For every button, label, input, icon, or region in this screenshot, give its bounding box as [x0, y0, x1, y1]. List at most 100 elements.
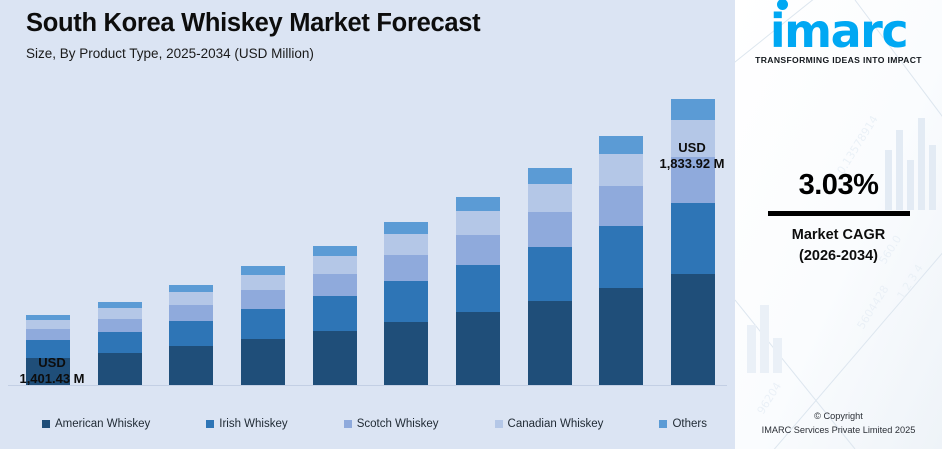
cagr-period: (2026-2034): [799, 247, 878, 264]
bar-slot-2030[interactable]: [372, 70, 440, 386]
legend-label: Canadian Whiskey: [507, 418, 604, 430]
bar-slot-2027[interactable]: [157, 70, 225, 386]
legend-item-american-whiskey[interactable]: American Whiskey: [42, 418, 150, 430]
bar-segment-irish-whiskey[interactable]: [384, 281, 429, 322]
bar-segment-american-whiskey[interactable]: [312, 331, 357, 386]
bar-segment-others[interactable]: [169, 285, 214, 292]
stacked-bar-2031[interactable]: [455, 197, 500, 386]
stacked-bar-2030[interactable]: [384, 222, 429, 386]
cagr-label: Market CAGR: [791, 226, 886, 243]
bar-segment-canadian-whiskey[interactable]: [169, 292, 214, 305]
bar-slot-2032[interactable]: [516, 70, 584, 386]
bar-segment-american-whiskey[interactable]: [670, 274, 715, 386]
bar-segment-irish-whiskey[interactable]: [670, 203, 715, 274]
bar-segment-scotch-whiskey[interactable]: [599, 186, 644, 226]
bar-segment-scotch-whiskey[interactable]: [97, 319, 142, 332]
bar-segment-irish-whiskey[interactable]: [169, 321, 214, 346]
bar-segment-scotch-whiskey[interactable]: [455, 235, 500, 265]
bar-segment-canadian-whiskey[interactable]: [455, 211, 500, 235]
logo-tagline: TRANSFORMING IDEAS INTO IMPACT: [755, 55, 922, 65]
stacked-bar-2032[interactable]: [527, 168, 572, 386]
bar-segment-canadian-whiskey[interactable]: [97, 308, 142, 319]
legend-swatch-icon: [343, 420, 352, 428]
chart-subtitle: Size, By Product Type, 2025-2034 (USD Mi…: [26, 45, 314, 61]
legend-label: American Whiskey: [55, 418, 151, 430]
chart-legend: American Whiskey Irish Whiskey Scotch Whis…: [14, 418, 731, 430]
legend-item-scotch-whiskey[interactable]: Scotch Whiskey: [343, 418, 439, 430]
chart-panel: South Korea Whiskey Market Forecast Size…: [0, 0, 735, 449]
cagr-value: 3.03%: [798, 169, 879, 201]
stacked-bar-2034[interactable]: [670, 99, 715, 386]
bar-segment-others[interactable]: [455, 197, 500, 211]
bar-segment-others[interactable]: [97, 302, 142, 308]
bar-slot-2034[interactable]: [659, 70, 727, 386]
bar-segment-american-whiskey[interactable]: [97, 353, 142, 386]
page-title: South Korea Whiskey Market Forecast: [26, 9, 481, 37]
bar-slot-2029[interactable]: [301, 70, 369, 386]
bar-segment-scotch-whiskey[interactable]: [240, 290, 285, 309]
bar-segment-canadian-whiskey[interactable]: [312, 256, 357, 274]
bar-segment-scotch-whiskey[interactable]: [384, 255, 429, 281]
bar-slot-2031[interactable]: [444, 70, 512, 386]
bar-slot-2026[interactable]: [86, 70, 154, 386]
stacked-bar-2026[interactable]: [97, 302, 142, 386]
bar-segment-american-whiskey[interactable]: [240, 339, 285, 386]
copyright-line-1: © Copyright: [814, 411, 863, 422]
stacked-bar-2029[interactable]: [312, 246, 357, 386]
bar-segment-irish-whiskey[interactable]: [26, 340, 70, 358]
bar-segment-canadian-whiskey[interactable]: [384, 234, 429, 255]
bar-segment-irish-whiskey[interactable]: [599, 226, 644, 288]
bar-slot-2025[interactable]: [14, 70, 82, 386]
bar-segment-american-whiskey[interactable]: [455, 312, 500, 386]
logo-wordmark: imarc: [769, 4, 909, 58]
bar-segment-others[interactable]: [527, 168, 572, 184]
bar-segment-canadian-whiskey[interactable]: [240, 275, 285, 290]
bar-segment-american-whiskey[interactable]: [527, 301, 572, 386]
bar-segment-scotch-whiskey[interactable]: [670, 157, 715, 203]
bar-segment-irish-whiskey[interactable]: [240, 309, 285, 339]
callout-value: 1,833.92 M: [659, 156, 725, 172]
bar-segment-irish-whiskey[interactable]: [527, 247, 572, 301]
stacked-bar-2025[interactable]: [26, 315, 70, 386]
legend-label: Irish Whiskey: [219, 418, 288, 430]
bar-segment-american-whiskey[interactable]: [384, 322, 429, 386]
bar-segment-canadian-whiskey[interactable]: [527, 184, 572, 212]
bar-segment-others[interactable]: [26, 315, 70, 320]
legend-item-canadian-whiskey[interactable]: Canadian Whiskey: [494, 418, 604, 430]
bar-segment-scotch-whiskey[interactable]: [527, 212, 572, 247]
stacked-bar-2028[interactable]: [240, 266, 285, 386]
bar-segment-irish-whiskey[interactable]: [312, 296, 357, 331]
bar-segment-others[interactable]: [670, 99, 715, 120]
bar-segment-scotch-whiskey[interactable]: [312, 274, 357, 296]
legend-swatch-icon: [206, 420, 215, 428]
stacked-bar-2033[interactable]: [599, 136, 644, 386]
logo-dot-icon: [776, 0, 788, 10]
bar-segment-others[interactable]: [384, 222, 429, 234]
bar-segment-canadian-whiskey[interactable]: [670, 120, 715, 157]
bar-segment-irish-whiskey[interactable]: [97, 332, 142, 353]
legend-item-others[interactable]: Others: [659, 418, 707, 430]
bar-segment-scotch-whiskey[interactable]: [26, 329, 70, 340]
legend-label: Others: [672, 418, 707, 430]
bar-segment-canadian-whiskey[interactable]: [26, 320, 70, 329]
bar-segment-others[interactable]: [240, 266, 285, 275]
bar-segment-american-whiskey[interactable]: [26, 358, 70, 386]
bar-segment-others[interactable]: [599, 136, 644, 154]
bar-slot-2033[interactable]: [587, 70, 655, 386]
bar-segment-canadian-whiskey[interactable]: [599, 154, 644, 186]
bar-segment-irish-whiskey[interactable]: [455, 265, 500, 312]
stacked-bar-2027[interactable]: [169, 285, 214, 386]
bar-segment-american-whiskey[interactable]: [169, 346, 214, 386]
bar-segment-scotch-whiskey[interactable]: [169, 305, 214, 321]
bar-segment-others[interactable]: [312, 246, 357, 256]
bars-row: [14, 70, 727, 386]
cagr-block: 3.03% Market CAGR (2026-2034): [735, 169, 942, 267]
bar-slot-2028[interactable]: [229, 70, 297, 386]
value-callout-2034: USD 1,833.92 M: [640, 140, 735, 173]
bar-segment-american-whiskey[interactable]: [599, 288, 644, 386]
legend-item-irish-whiskey[interactable]: Irish Whiskey: [206, 418, 288, 430]
callout-currency: USD: [38, 355, 66, 370]
logo-wordmark-wrap: imarc: [769, 0, 909, 58]
watermark-background: 0.13578914 5604428 96204 560.0 1 2 3 4: [735, 0, 942, 449]
